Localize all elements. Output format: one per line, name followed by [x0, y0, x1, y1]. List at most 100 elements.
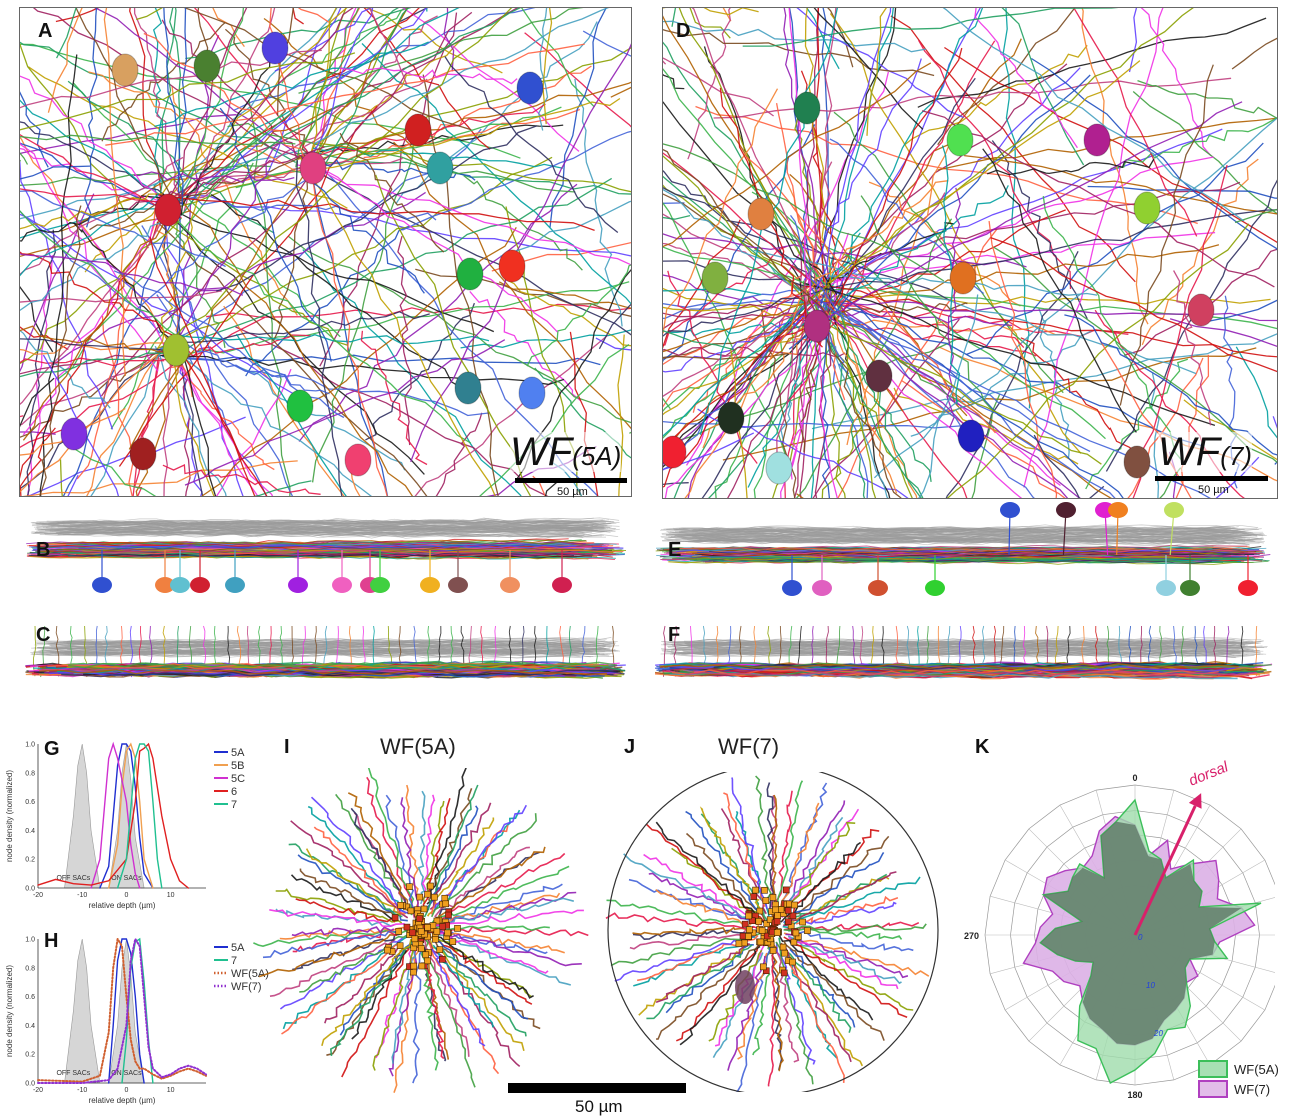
x-tick-label: 10: [167, 892, 175, 899]
neurite: [105, 43, 585, 146]
synapse-marker: [439, 956, 446, 963]
neurite: [318, 159, 476, 181]
neurite: [831, 300, 1082, 498]
neurite: [295, 151, 631, 195]
neurite: [422, 74, 499, 496]
dendrite: [269, 938, 396, 997]
dendrite: [632, 926, 753, 936]
neurite: [168, 8, 522, 205]
synapse-marker: [756, 907, 764, 915]
synapse-marker: [785, 918, 792, 926]
neurite: [20, 344, 175, 438]
dendrite: [427, 941, 500, 1075]
neurite: [1137, 79, 1277, 119]
soma: [500, 577, 520, 593]
neurite: [170, 8, 248, 196]
neurite: [298, 8, 584, 94]
neurite: [663, 260, 808, 288]
synapse-marker: [792, 929, 800, 937]
neurite: [846, 127, 957, 446]
neurite: [500, 200, 631, 257]
neurite: [319, 103, 546, 156]
neurite: [971, 393, 1001, 498]
soma: [717, 401, 745, 435]
neurite: [1274, 461, 1277, 465]
legend-label: 5B: [231, 760, 244, 772]
dorsal-arrow-shaft: [1133, 805, 1197, 936]
neurite: [20, 208, 178, 405]
neurite: [173, 357, 259, 496]
soma: [1108, 502, 1128, 518]
neurite: [185, 8, 412, 60]
y-tick-label: 0.6: [25, 799, 35, 806]
y-tick-label: 1.0: [25, 937, 35, 944]
neurite: [224, 28, 317, 161]
synapse-marker: [441, 894, 449, 902]
neurite: [319, 12, 458, 367]
neurite: [1173, 270, 1212, 426]
reference-area: [108, 743, 145, 889]
neurite: [663, 8, 759, 16]
synapse-marker: [758, 927, 766, 934]
neurite: [20, 352, 162, 490]
dorsal-arrow-head: [1188, 793, 1202, 809]
dendrite: [787, 935, 902, 985]
synapse-marker: [424, 924, 431, 931]
neurite: [753, 249, 1197, 375]
neurite: [803, 58, 922, 281]
synapse-marker: [433, 928, 441, 935]
neurite: [20, 148, 307, 220]
legend-label: 5A: [231, 747, 245, 759]
neurite: [663, 188, 820, 307]
x-axis-label: relative depth (µm): [89, 901, 156, 910]
dendrite: [783, 932, 930, 977]
neurite: [20, 193, 163, 230]
dendrite: [313, 826, 406, 915]
neurite: [663, 274, 815, 322]
neurite: [156, 221, 428, 496]
neurite: [165, 213, 472, 444]
neurite: [617, 334, 625, 496]
dendrite: [685, 832, 766, 922]
neurite: [302, 249, 522, 496]
neurite: [1127, 357, 1204, 498]
neurite: [212, 8, 245, 47]
soma: [190, 577, 210, 593]
y-axis-label: node density (normalized): [5, 770, 14, 862]
dendrite: [430, 813, 537, 918]
neurite: [175, 139, 284, 353]
neurite: [1073, 8, 1198, 237]
neurite: [365, 302, 476, 441]
neurite: [319, 124, 564, 153]
dendrite: [428, 788, 473, 903]
neurite: [937, 117, 1277, 171]
legend-entry-wf7: WF(7): [1198, 1080, 1279, 1098]
neurite: [663, 184, 803, 284]
wf-neurite: [68, 554, 616, 560]
dendrite: [771, 938, 784, 1072]
dendrite: [329, 939, 413, 1056]
neurite: [22, 210, 169, 441]
dendrite: [655, 821, 766, 924]
dendrite: [776, 780, 804, 910]
neurite: [295, 8, 360, 168]
soma: [812, 580, 832, 596]
neurite: [301, 171, 425, 294]
synapse-marker: [444, 929, 451, 937]
neurite: [520, 8, 595, 108]
soma: [225, 577, 245, 593]
dendrite: [755, 775, 772, 904]
synapse-marker: [748, 917, 756, 925]
neurite: [269, 8, 302, 149]
y-tick-label: 0.4: [25, 1023, 35, 1030]
neurite: [20, 159, 114, 430]
neurite: [1042, 196, 1186, 465]
neurite: [699, 8, 839, 435]
wf-neurite: [78, 549, 578, 554]
dendrite: [434, 939, 529, 1020]
synapse-marker: [384, 946, 391, 954]
dendrite: [275, 888, 403, 924]
neurite: [86, 355, 159, 496]
neurite: [141, 225, 294, 496]
neurite: [62, 219, 174, 496]
